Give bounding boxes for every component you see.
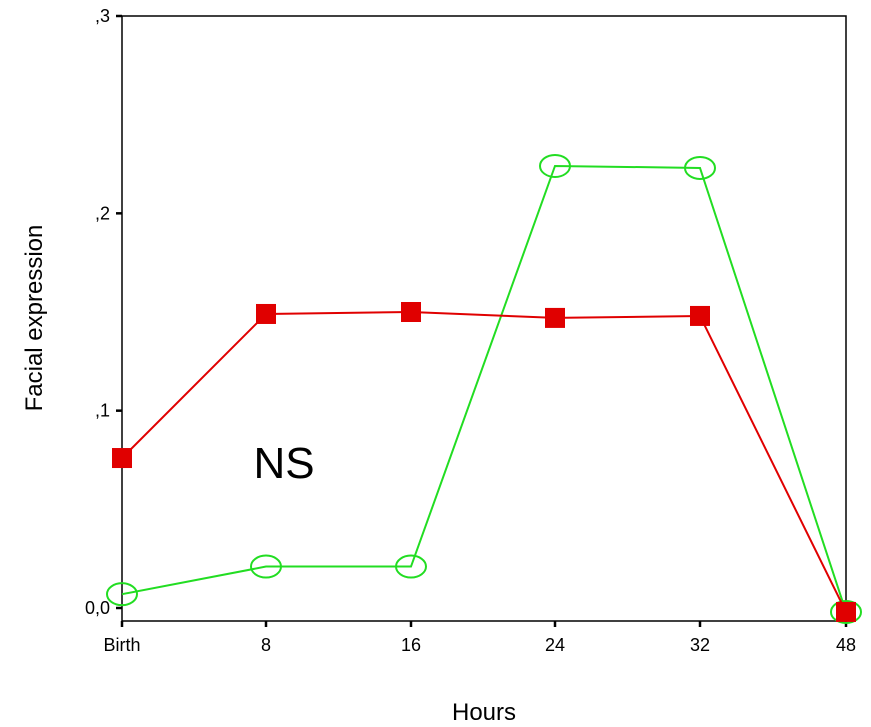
x-tick-label: 16 — [401, 635, 421, 655]
data-point — [112, 448, 132, 469]
x-tick-label: 24 — [545, 635, 565, 655]
y-tick-label: ,2 — [95, 203, 110, 223]
y-axis-ticks: 0,0 ,1 ,2 ,3 — [85, 6, 122, 618]
y-tick-label: 0,0 — [85, 598, 110, 618]
plot-frame — [121, 15, 847, 622]
x-tick-label: Birth — [103, 635, 140, 655]
x-axis-title: Hours — [452, 699, 516, 726]
data-point — [256, 303, 276, 324]
x-axis-ticks: Birth 8 16 24 32 48 — [103, 621, 856, 655]
data-point — [106, 582, 138, 607]
series-line — [121, 310, 847, 613]
data-point — [836, 601, 856, 622]
data-point — [401, 302, 421, 322]
data-point — [830, 599, 862, 624]
annotation-label: NS — [253, 439, 314, 488]
series-2 — [106, 153, 862, 624]
x-tick-label: 48 — [836, 635, 856, 655]
data-point — [545, 307, 565, 328]
series-line — [121, 164, 847, 613]
series-1 — [112, 302, 856, 622]
data-point — [690, 305, 710, 326]
y-axis-title: Facial expression — [21, 225, 48, 412]
data-point — [684, 155, 716, 180]
data-point — [539, 153, 571, 178]
data-point — [395, 554, 427, 579]
x-tick-label: 8 — [261, 635, 271, 655]
data-point — [250, 554, 282, 579]
series-layer — [106, 153, 862, 624]
x-tick-label: 32 — [690, 635, 710, 655]
y-tick-label: ,1 — [95, 401, 110, 421]
y-tick-label: ,3 — [95, 6, 110, 26]
